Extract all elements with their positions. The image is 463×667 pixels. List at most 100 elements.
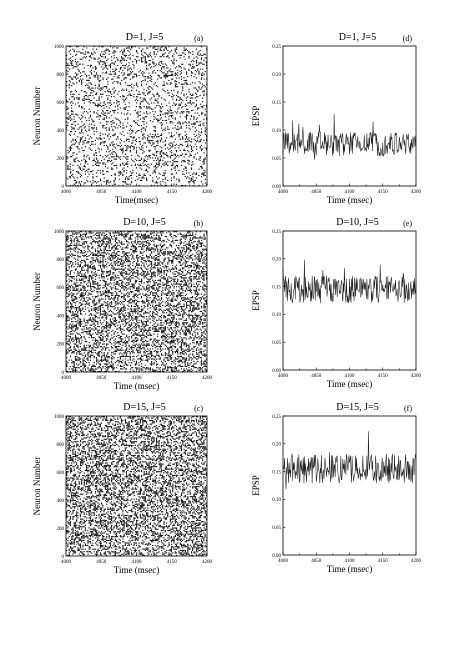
spike-dot	[114, 232, 117, 234]
spike-dot	[98, 243, 100, 245]
spike-dot	[120, 261, 123, 263]
spike-dot	[74, 337, 76, 339]
spike-dot	[112, 68, 114, 70]
spike-dot	[115, 303, 118, 305]
spike-dot	[131, 46, 133, 48]
spike-dot	[69, 305, 72, 308]
spike-dot	[97, 359, 99, 361]
spike-dot	[99, 337, 101, 339]
spike-dot	[132, 286, 134, 288]
spike-dot	[119, 67, 122, 69]
spike-dot	[68, 359, 70, 361]
spike-dot	[94, 52, 96, 54]
spike-dot	[117, 251, 119, 253]
spike-dot	[79, 308, 81, 310]
spike-dot	[127, 112, 129, 114]
spike-dot	[202, 123, 204, 125]
spike-dot	[171, 49, 173, 52]
spike-dot	[71, 314, 73, 316]
spike-dot	[186, 79, 188, 81]
spike-dot	[155, 155, 158, 157]
spike-dot	[71, 308, 73, 310]
spike-dot	[99, 338, 102, 340]
spike-dot	[117, 58, 119, 60]
spike-dot	[122, 252, 124, 254]
spike-dot	[77, 251, 79, 253]
spike-dot	[132, 356, 134, 358]
spike-dot	[201, 113, 203, 115]
spike-dot	[103, 67, 105, 69]
spike-dot	[72, 138, 74, 140]
spike-dot	[77, 271, 79, 273]
spike-dot	[95, 232, 98, 234]
spike-dot	[110, 297, 113, 299]
spike-dot	[143, 76, 145, 78]
spike-dot	[94, 149, 97, 152]
spike-dot	[72, 313, 74, 315]
spike-dot	[88, 82, 90, 84]
spike-dot	[92, 170, 94, 172]
spike-dot	[94, 338, 96, 340]
spike-dot	[174, 169, 176, 171]
spike-dot	[91, 69, 93, 71]
spike-dot	[200, 144, 202, 147]
spike-dot	[94, 287, 96, 289]
spike-dot	[78, 357, 80, 359]
spike-dot	[97, 159, 99, 161]
spike-dot	[168, 148, 170, 150]
spike-dot	[129, 84, 131, 86]
spike-dot	[132, 341, 134, 343]
spike-dot	[112, 294, 114, 296]
spike-dot	[72, 127, 74, 129]
spike-dot	[121, 112, 123, 114]
spike-dot	[74, 61, 76, 63]
spike-dot	[75, 91, 78, 93]
spike-dot	[190, 138, 193, 140]
spike-dot	[113, 111, 115, 113]
spike-dot	[110, 254, 113, 256]
spike-dot	[124, 342, 126, 344]
spike-dot	[137, 96, 139, 98]
spike-dot	[107, 249, 109, 251]
spike-dot	[104, 370, 107, 372]
spike-dot	[127, 138, 129, 140]
spike-dot	[74, 258, 77, 260]
spike-dot	[73, 347, 75, 349]
spike-dot	[150, 140, 153, 142]
spike-dot	[127, 337, 129, 339]
spike-dot	[119, 126, 122, 128]
spike-dot	[94, 93, 97, 95]
spike-dot	[101, 334, 103, 336]
spike-dot	[114, 370, 116, 373]
spike-dot	[122, 53, 124, 55]
spike-dot	[79, 140, 81, 142]
spike-dot	[83, 127, 85, 129]
spike-dot	[158, 119, 160, 121]
spike-dot	[86, 242, 88, 244]
spike-dot	[146, 178, 148, 180]
spike-dot	[117, 288, 119, 290]
spike-dot	[103, 313, 105, 315]
plot-area	[282, 114, 417, 160]
spike-dot	[117, 274, 119, 277]
spike-dot	[72, 275, 74, 278]
spike-dot	[204, 171, 206, 173]
spike-dot	[128, 293, 130, 295]
spike-dot	[128, 68, 130, 70]
spike-dot	[188, 139, 190, 141]
spike-dot	[107, 313, 109, 315]
spike-dot	[204, 147, 206, 149]
spike-dot	[93, 319, 95, 321]
spike-dot	[114, 317, 116, 319]
spike-dot	[164, 47, 166, 49]
spike-dot	[116, 57, 118, 59]
spike-dot	[72, 123, 74, 125]
spike-dot	[114, 237, 117, 239]
spike-dot	[109, 121, 112, 123]
spike-dot	[106, 304, 108, 306]
spike-dot	[111, 306, 113, 308]
spike-dot	[72, 329, 74, 331]
spike-dot	[142, 133, 144, 135]
spike-dot	[180, 98, 183, 100]
spike-dot	[185, 146, 188, 148]
